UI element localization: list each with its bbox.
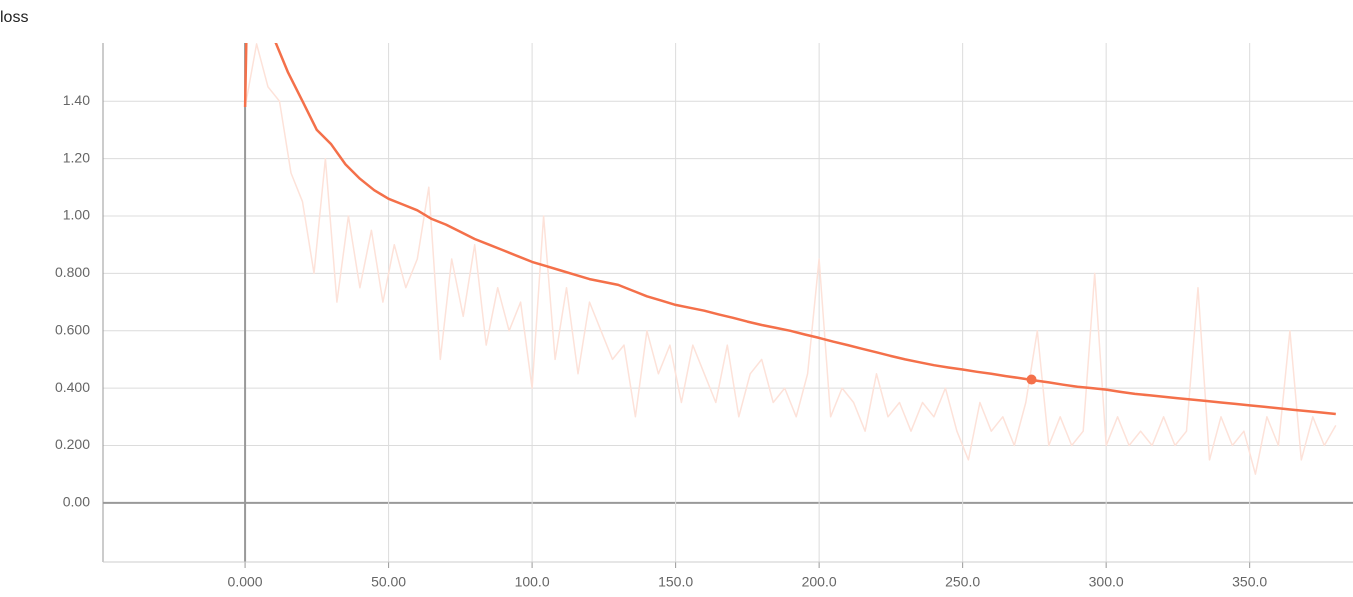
x-tick-label: 250.0	[945, 574, 980, 590]
y-tick-label: 0.00	[63, 494, 90, 510]
highlight-point	[1026, 374, 1037, 385]
x-tick-label: 50.00	[371, 574, 406, 590]
y-tick-label: 0.400	[55, 379, 90, 395]
y-tick-label: 0.800	[55, 264, 90, 280]
series-line	[243, 43, 1336, 416]
x-tick-label: 0.000	[228, 574, 263, 590]
x-tick-label: 350.0	[1232, 574, 1267, 590]
y-tick-label: 0.600	[55, 321, 90, 337]
chart-title: loss	[0, 9, 28, 26]
y-tick-label: 1.40	[63, 92, 90, 108]
y-tick-label: 1.20	[63, 149, 90, 165]
x-tick-label: 100.0	[515, 574, 550, 590]
y-tick-label: 0.200	[55, 436, 90, 452]
plot-area	[243, 43, 1337, 475]
x-tick-label: 300.0	[1089, 574, 1124, 590]
x-tick-label: 150.0	[658, 574, 693, 590]
y-tick-label: 1.00	[63, 207, 90, 223]
series-line	[244, 43, 1337, 475]
x-tick-label: 200.0	[802, 574, 837, 590]
